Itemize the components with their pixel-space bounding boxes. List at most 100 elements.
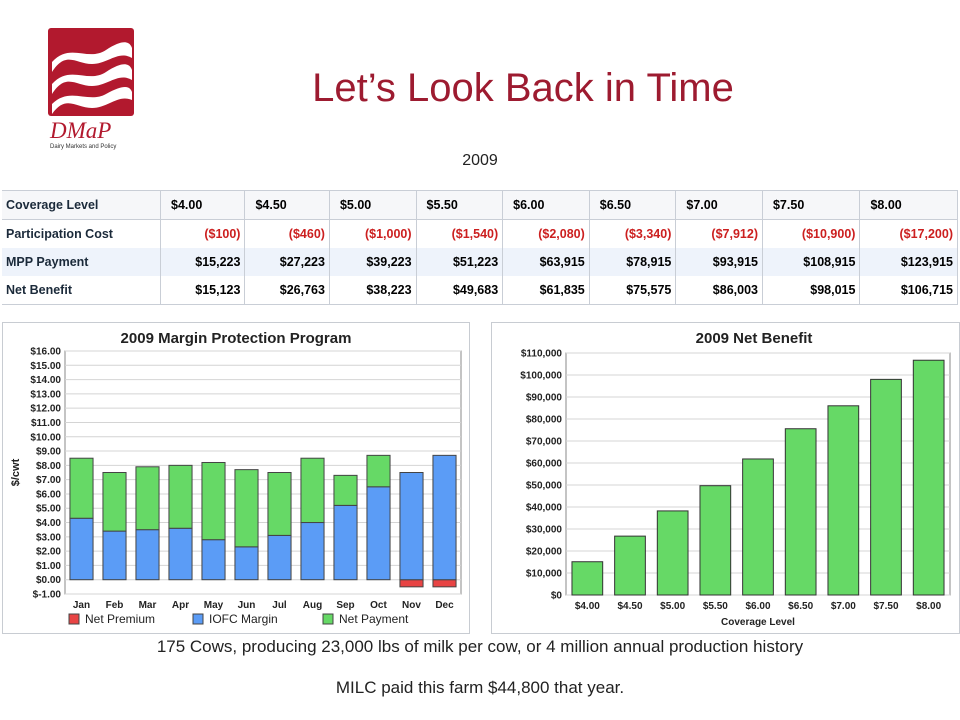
table-cell: ($2,080) [502, 219, 590, 248]
y-tick-label: $9.00 [36, 447, 61, 458]
legend-swatch [192, 613, 204, 625]
x-tick-label: Apr [172, 600, 189, 611]
bar-net-payment [234, 469, 259, 548]
y-tick-label: $14.00 [30, 375, 61, 386]
legend-label: IOFC Margin [209, 612, 278, 626]
bar-net-benefit [870, 378, 902, 596]
bar-iofc-margin [201, 539, 226, 581]
y-tick-label: $10.00 [30, 432, 61, 443]
table-header-cell: Coverage Level [2, 190, 161, 220]
bar-net-benefit [784, 428, 817, 596]
x-tick-label: Sep [336, 600, 354, 611]
x-tick-label: $4.50 [617, 601, 642, 612]
y-tick-label: $80,000 [526, 415, 563, 426]
bar-net-benefit [656, 510, 689, 596]
bar-iofc-margin [333, 504, 358, 581]
y-tick-label: $11.00 [31, 418, 61, 429]
bar-net-benefit [912, 359, 945, 596]
bar-net-benefit [614, 535, 646, 596]
y-tick-label: $16.00 [30, 347, 61, 358]
x-tick-label: $4.00 [575, 601, 600, 612]
table-cell: $27,223 [244, 248, 330, 276]
bar-net-benefit [827, 405, 860, 596]
bar-net-premium [399, 579, 424, 588]
table-cell: ($3,340) [589, 219, 677, 248]
bar-net-benefit [699, 485, 732, 596]
bar-net-premium [432, 579, 457, 588]
bar-net-payment [333, 474, 358, 506]
legend-swatch [322, 613, 334, 625]
net-benefit-chart-panel: 2009 Net Benefit $0 $10,000 $20,000 $30,000 $… [491, 322, 960, 634]
y-tick-label: $12.00 [30, 404, 61, 415]
table-cell: ($17,200) [859, 219, 958, 248]
y-tick-label: $20,000 [526, 547, 563, 558]
x-tick-label: Feb [106, 600, 124, 611]
y-tick-label: $-1.00 [33, 590, 62, 601]
table-cell: $93,915 [675, 248, 763, 276]
table-cell: $15,123 [160, 276, 246, 305]
bar-iofc-margin [234, 546, 259, 581]
x-tick-label: Jan [73, 600, 90, 611]
bar-iofc-margin [399, 472, 424, 581]
y-tick-label: $15.00 [30, 361, 61, 372]
chart-title: 2009 Margin Protection Program [121, 330, 352, 347]
y-tick-label: $6.00 [36, 489, 61, 500]
table-cell: $26,763 [244, 276, 330, 305]
table-cell: $123,915 [859, 248, 958, 276]
year-label: 2009 [462, 152, 498, 169]
bar-net-payment [201, 461, 226, 541]
x-tick-label: Dec [435, 600, 454, 611]
bar-iofc-margin [366, 486, 391, 581]
y-tick-label: $0 [551, 591, 563, 602]
bar-iofc-margin [267, 534, 292, 581]
bar-net-payment [366, 454, 391, 488]
y-tick-label: $40,000 [526, 503, 563, 514]
x-tick-label: Jul [272, 600, 287, 611]
bar-iofc-margin [168, 527, 193, 581]
bar-iofc-margin [300, 522, 325, 581]
x-tick-label: Jun [238, 600, 256, 611]
y-tick-label: $7.00 [36, 475, 61, 486]
table-cell: ($1,000) [329, 219, 417, 248]
x-tick-label: $7.50 [873, 601, 898, 612]
table-header-cell: $8.00 [859, 190, 958, 220]
y-tick-label: $30,000 [526, 525, 563, 536]
table-header-cell: $4.00 [160, 190, 246, 220]
table-cell: $38,223 [329, 276, 417, 305]
x-tick-label: $6.50 [788, 601, 813, 612]
caption-production: 175 Cows, producing 23,000 lbs of milk p… [156, 637, 804, 656]
y-tick-label: $50,000 [526, 481, 563, 492]
net-benefit-chart: 2009 Net Benefit $0 $10,000 $20,000 $30,000 $… [520, 330, 951, 628]
bar-net-payment [102, 472, 127, 532]
x-tick-label: $6.00 [745, 601, 770, 612]
y-tick-label: $110,000 [521, 349, 563, 360]
y-tick-label: $13.00 [30, 389, 61, 400]
table-cell: ($460) [244, 219, 330, 248]
table-header-cell: $5.00 [329, 190, 417, 220]
table-cell: ($10,900) [762, 219, 861, 248]
bar-iofc-margin [69, 517, 94, 581]
table-cell: ($100) [160, 219, 246, 248]
bar-iofc-margin [135, 529, 160, 581]
x-tick-label: Mar [139, 600, 157, 611]
table-header-cell: $7.00 [675, 190, 763, 220]
table-cell: $49,683 [416, 276, 504, 305]
table-cell: $63,915 [502, 248, 590, 276]
table-row: MPP Payment $15,223 $27,223 $39,223 $51,… [2, 248, 958, 276]
y-tick-label: $100,000 [520, 371, 562, 382]
y-tick-label: $5.00 [36, 504, 61, 515]
caption-milc: MILC paid this farm $44,800 that year. [335, 678, 625, 697]
table-cell: $75,575 [589, 276, 677, 305]
bar-net-payment [267, 472, 292, 536]
bar-net-benefit [571, 561, 604, 596]
page-title: Let’s Look Back in Time [312, 66, 734, 110]
table-cell: $15,223 [160, 248, 246, 276]
chart-title: 2009 Net Benefit [696, 330, 813, 347]
y-tick-label: $1.00 [36, 561, 61, 572]
bar-net-payment [69, 457, 94, 519]
margin-chart: 2009 Margin Protection Program $-1.00 $0.0… [10, 330, 462, 626]
x-tick-label: May [204, 600, 224, 611]
table-cell: $108,915 [762, 248, 861, 276]
bar-iofc-margin [432, 454, 457, 581]
bar-iofc-margin [102, 530, 127, 581]
